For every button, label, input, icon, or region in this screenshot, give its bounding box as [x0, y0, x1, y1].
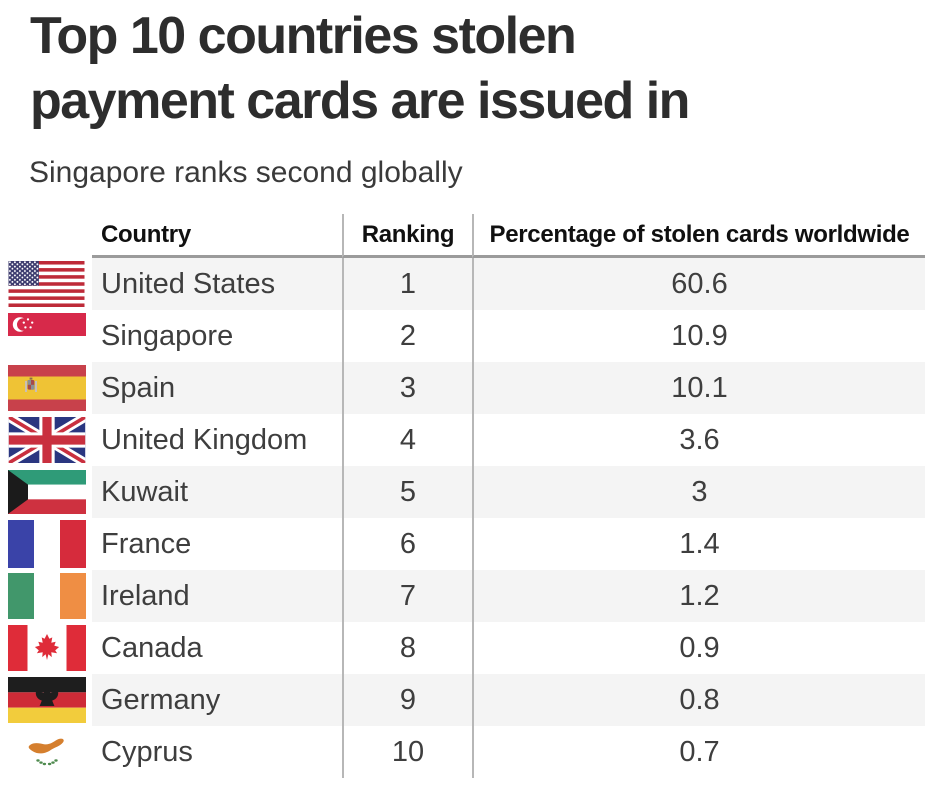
percentage-value: 0.9 — [472, 622, 925, 674]
percentage-value: 1.2 — [472, 570, 925, 622]
canada-flag-icon — [0, 622, 92, 674]
table-row: Spain 3 10.1 — [0, 362, 925, 414]
table-header-row: Country Ranking Percentage of stolen car… — [0, 214, 925, 258]
percentage-value: 3.6 — [472, 414, 925, 466]
country-name: United Kingdom — [101, 423, 308, 456]
country-name: United States — [92, 258, 342, 310]
kuwait-flag-icon — [0, 466, 92, 518]
table-row: Cyprus 10 0.7 — [0, 726, 925, 778]
country-name: France — [101, 527, 192, 560]
table-row: United States 1 60.6 — [0, 258, 925, 310]
percentage-value: 60.6 — [472, 258, 925, 310]
table-row: Ireland 7 1.2 — [0, 570, 925, 622]
singapore-flag-icon — [0, 310, 92, 362]
ranking-value: 8 — [342, 622, 472, 674]
ranking-value: 1 — [342, 258, 472, 310]
country-name: Germany — [92, 674, 342, 726]
table-row: Singapore 2 10.9 — [0, 310, 925, 362]
column-header-country: Country — [92, 214, 342, 258]
stolen-cards-table: Country Ranking Percentage of stolen car… — [0, 214, 925, 778]
percentage-value: 3 — [472, 466, 925, 518]
ranking-value: 6 — [342, 518, 472, 570]
country-name: Spain — [92, 362, 342, 414]
table-row: Germany 9 0.8 — [0, 674, 925, 726]
germany-flag-icon — [0, 674, 92, 726]
country-name: Canada — [101, 631, 203, 664]
percentage-value: 1.4 — [472, 518, 925, 570]
ireland-flag-icon — [0, 570, 92, 622]
percentage-value: 10.1 — [472, 362, 925, 414]
country-name: Kuwait — [92, 466, 342, 518]
percentage-value: 10.9 — [472, 310, 925, 362]
country-name: Ireland — [92, 570, 342, 622]
country-name: Singapore — [101, 319, 234, 352]
column-header-ranking: Ranking — [342, 214, 472, 258]
flag-column-spacer — [0, 214, 92, 258]
spain-flag-icon — [0, 362, 92, 414]
ranking-value: 4 — [342, 414, 472, 466]
us-flag-icon — [0, 258, 92, 310]
cyprus-flag-icon — [0, 726, 92, 778]
table-row: France 6 1.4 — [0, 518, 925, 570]
ranking-value: 9 — [342, 674, 472, 726]
ranking-value: 10 — [342, 726, 472, 778]
france-flag-icon — [0, 518, 92, 570]
ranking-value: 7 — [342, 570, 472, 622]
column-header-percentage: Percentage of stolen cards worldwide — [472, 214, 925, 258]
table-row: Kuwait 5 3 — [0, 466, 925, 518]
table-row: United Kingdom 4 3.6 — [0, 414, 925, 466]
ranking-value: 3 — [342, 362, 472, 414]
ranking-value: 2 — [342, 310, 472, 362]
page-subtitle: Singapore ranks second globally — [29, 156, 463, 189]
table-row: Canada 8 0.9 — [0, 622, 925, 674]
percentage-value: 0.7 — [472, 726, 925, 778]
ranking-value: 5 — [342, 466, 472, 518]
percentage-value: 0.8 — [472, 674, 925, 726]
uk-flag-icon — [0, 414, 92, 466]
country-name: Cyprus — [101, 735, 193, 768]
page-title: Top 10 countries stolen payment cards ar… — [30, 7, 690, 130]
